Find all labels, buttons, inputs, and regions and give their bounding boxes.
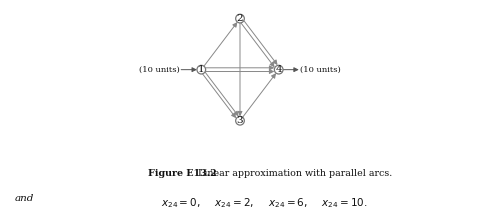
Circle shape: [197, 65, 205, 74]
Text: Figure E13.2: Figure E13.2: [148, 169, 217, 178]
Circle shape: [275, 65, 283, 74]
Circle shape: [236, 14, 244, 23]
Text: 1: 1: [198, 65, 204, 74]
Text: $x_{24} = 0,$    $x_{24} = 2,$    $x_{24} = 6,$    $x_{24} = 10.$: $x_{24} = 0,$ $x_{24} = 2,$ $x_{24} = 6,…: [161, 196, 367, 210]
Text: Linear approximation with parallel arcs.: Linear approximation with parallel arcs.: [198, 169, 392, 178]
Circle shape: [236, 116, 244, 125]
Text: and: and: [14, 194, 34, 203]
Text: (10 units): (10 units): [139, 66, 180, 74]
Text: 3: 3: [237, 116, 243, 125]
Text: 4: 4: [276, 65, 282, 74]
Text: 2: 2: [237, 14, 243, 23]
Text: (10 units): (10 units): [300, 66, 341, 74]
